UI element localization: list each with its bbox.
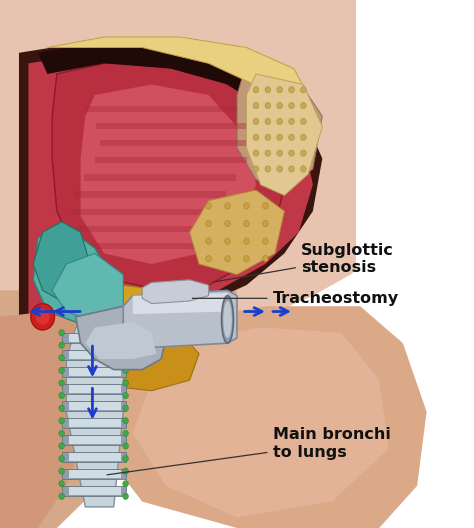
Circle shape [123, 430, 128, 437]
Circle shape [263, 203, 268, 209]
Polygon shape [190, 190, 284, 275]
Polygon shape [133, 293, 228, 314]
Polygon shape [123, 290, 237, 348]
Polygon shape [84, 174, 236, 181]
Polygon shape [85, 322, 156, 359]
Circle shape [123, 493, 128, 499]
Polygon shape [33, 227, 114, 322]
Polygon shape [69, 487, 121, 495]
Polygon shape [69, 470, 121, 478]
Polygon shape [96, 122, 247, 129]
Polygon shape [100, 140, 251, 146]
Polygon shape [62, 350, 126, 360]
Circle shape [253, 87, 259, 93]
Polygon shape [62, 469, 126, 479]
Circle shape [277, 134, 283, 140]
Circle shape [301, 134, 306, 140]
Circle shape [301, 150, 306, 156]
Polygon shape [356, 0, 474, 290]
Circle shape [289, 87, 294, 93]
Circle shape [289, 150, 294, 156]
Circle shape [59, 480, 64, 487]
Polygon shape [133, 327, 389, 517]
Polygon shape [62, 452, 126, 463]
Polygon shape [62, 366, 126, 377]
Polygon shape [19, 42, 322, 465]
Circle shape [59, 355, 64, 361]
Polygon shape [95, 157, 246, 164]
Circle shape [244, 203, 249, 209]
Polygon shape [228, 317, 474, 528]
Circle shape [265, 102, 271, 109]
Circle shape [59, 493, 64, 499]
Circle shape [123, 380, 128, 386]
Polygon shape [85, 333, 199, 391]
Polygon shape [52, 253, 123, 322]
Circle shape [263, 238, 268, 244]
Circle shape [59, 468, 64, 474]
Circle shape [244, 256, 249, 262]
Circle shape [123, 468, 128, 474]
Circle shape [289, 134, 294, 140]
Polygon shape [74, 192, 226, 197]
Polygon shape [81, 285, 199, 348]
Circle shape [36, 309, 50, 325]
Circle shape [244, 238, 249, 244]
Circle shape [59, 342, 64, 348]
Polygon shape [62, 435, 126, 445]
Circle shape [265, 118, 271, 125]
Polygon shape [87, 243, 238, 249]
Circle shape [301, 166, 306, 172]
Polygon shape [69, 385, 121, 393]
Circle shape [301, 118, 306, 125]
Polygon shape [69, 419, 121, 427]
Circle shape [59, 405, 64, 411]
Circle shape [225, 256, 230, 262]
Polygon shape [52, 63, 284, 290]
Circle shape [123, 480, 128, 487]
Circle shape [253, 134, 259, 140]
Polygon shape [47, 37, 308, 106]
Circle shape [265, 134, 271, 140]
Circle shape [225, 238, 230, 244]
Polygon shape [81, 84, 256, 264]
Circle shape [265, 87, 271, 93]
Circle shape [253, 118, 259, 125]
Circle shape [206, 256, 211, 262]
Circle shape [277, 87, 283, 93]
Polygon shape [85, 106, 237, 112]
Polygon shape [69, 454, 121, 461]
Polygon shape [69, 436, 121, 444]
Polygon shape [0, 290, 237, 528]
Polygon shape [246, 74, 322, 195]
Circle shape [123, 455, 128, 461]
Circle shape [225, 203, 230, 209]
Text: Main bronchi
to lungs: Main bronchi to lungs [107, 427, 391, 475]
Polygon shape [66, 327, 123, 507]
Circle shape [123, 367, 128, 374]
Text: Tracheostomy: Tracheostomy [192, 291, 399, 306]
Polygon shape [237, 63, 322, 190]
Circle shape [277, 118, 283, 125]
Circle shape [59, 455, 64, 461]
Polygon shape [38, 42, 313, 127]
Circle shape [265, 166, 271, 172]
Circle shape [123, 392, 128, 399]
Circle shape [123, 355, 128, 361]
Polygon shape [104, 306, 427, 528]
Circle shape [225, 220, 230, 227]
Polygon shape [69, 334, 121, 342]
Circle shape [253, 102, 259, 109]
Circle shape [301, 102, 306, 109]
Polygon shape [71, 209, 223, 215]
Polygon shape [28, 53, 313, 422]
Circle shape [277, 102, 283, 109]
Ellipse shape [221, 296, 233, 343]
Circle shape [289, 102, 294, 109]
Polygon shape [69, 351, 121, 359]
Circle shape [31, 304, 55, 330]
Circle shape [59, 443, 64, 449]
Circle shape [123, 329, 128, 336]
Polygon shape [62, 384, 126, 394]
